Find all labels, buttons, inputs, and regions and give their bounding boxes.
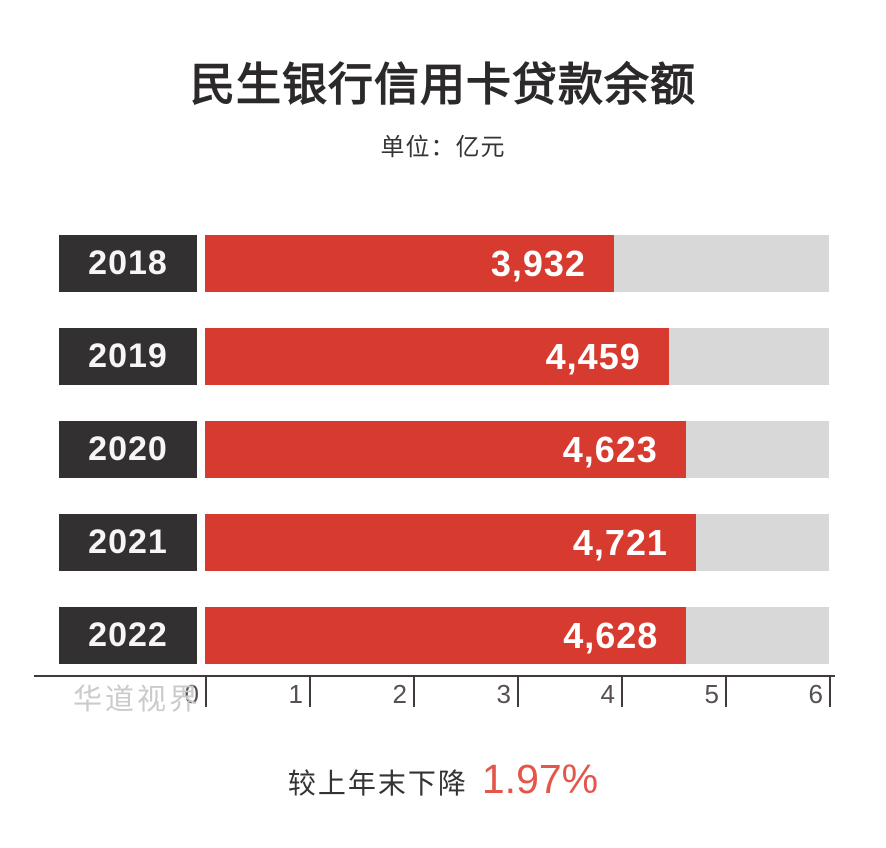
bar-track: 4,459 [205, 328, 829, 385]
bar-2018: 3,932 [205, 235, 614, 292]
bar-row: 2020 4,623 [0, 421, 886, 478]
bar-track: 4,721 [205, 514, 829, 571]
bar-2019: 4,459 [205, 328, 669, 385]
footnote: 较上年末下降 1.97% [0, 756, 886, 803]
category-label-2018: 2018 [59, 235, 197, 292]
bar-row: 2021 4,721 [0, 514, 886, 571]
footnote-percentage: 1.97% [481, 756, 599, 802]
bar-2021: 4,721 [205, 514, 696, 571]
bar-value-label: 4,459 [545, 335, 641, 377]
category-label-2019: 2019 [59, 328, 197, 385]
chart-title: 民生银行信用卡贷款余额 [189, 59, 696, 110]
footnote-text: 较上年末下降 [287, 768, 468, 799]
bar-row: 2019 4,459 [0, 328, 886, 385]
category-label-2021: 2021 [59, 514, 197, 571]
watermark: 华道视界 [73, 684, 202, 716]
bar-value-label: 4,623 [562, 428, 658, 470]
bar-value-label: 3,932 [490, 242, 586, 284]
category-label-2020: 2020 [59, 421, 197, 478]
bar-value-label: 4,628 [563, 614, 659, 656]
bar-track: 4,628 [205, 607, 829, 664]
bar-value-label: 4,721 [572, 521, 668, 563]
bar-rows: 2018 3,932 2019 4,459 2020 4,623 2021 4,721 2022… [0, 235, 886, 700]
chart-unit-label: 单位：亿元 [380, 134, 506, 161]
bar-track: 3,932 [205, 235, 829, 292]
category-label-2022: 2022 [59, 607, 197, 664]
bar-2022: 4,628 [205, 607, 687, 664]
bar-row: 2018 3,932 [0, 235, 886, 292]
bar-track: 4,623 [205, 421, 829, 478]
bar-row: 2022 4,628 [0, 607, 886, 664]
bar-2020: 4,623 [205, 421, 686, 478]
